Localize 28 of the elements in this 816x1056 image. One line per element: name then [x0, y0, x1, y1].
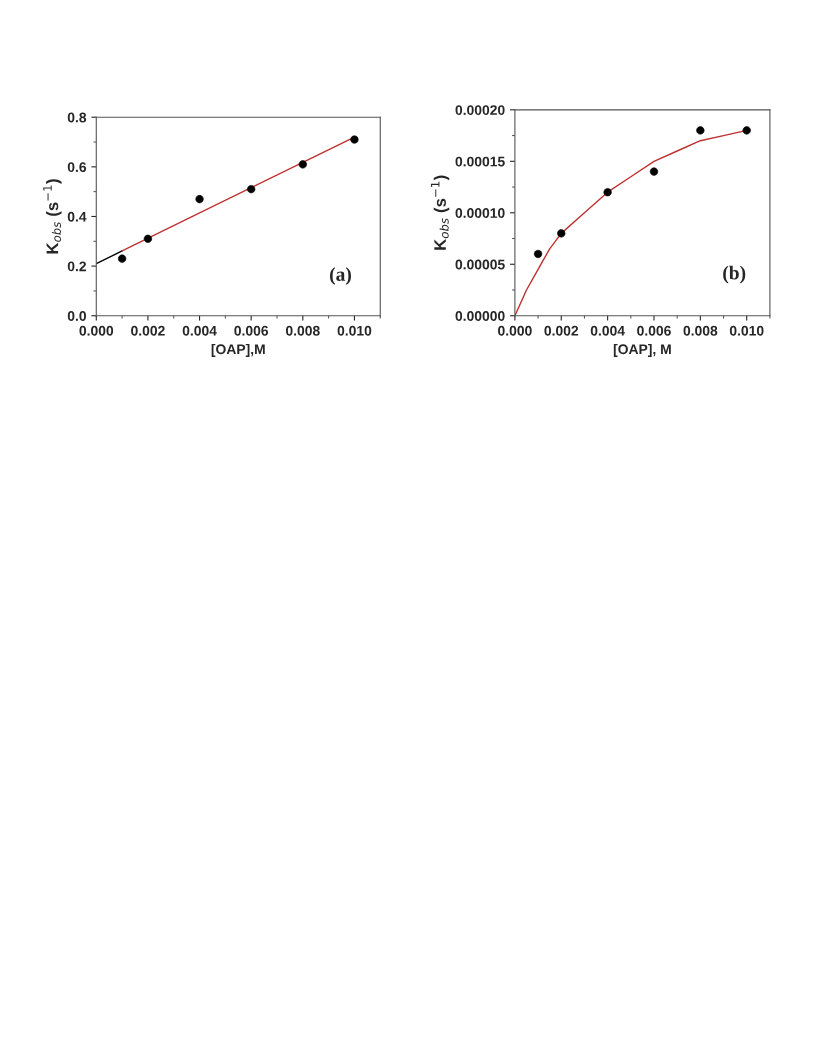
y-tick-label: 0.00015 [455, 156, 505, 167]
x-axis-title: [OAP], M [613, 343, 671, 357]
y-tick-label: 0.2 [67, 261, 87, 272]
y-tick-label: 0.4 [67, 211, 87, 222]
annotation: (a) [330, 267, 351, 285]
y-tick-label: 0.00020 [455, 105, 505, 115]
x-tick-label: 0.006 [637, 325, 671, 336]
y-tick-label: 0.6 [67, 162, 87, 173]
y-tick-label: 0.00005 [455, 259, 505, 270]
x-tick-label: 0.004 [590, 325, 625, 336]
x-tick-label: 0.008 [683, 325, 718, 336]
y-axis-title: K$_{obs}$ (s$^{−1}$) [430, 175, 450, 250]
annotation: (b) [723, 265, 746, 284]
x-tick-label: 0.010 [337, 325, 372, 336]
x-tick-label: 0.008 [285, 325, 320, 336]
y-tick-label: 0.00000 [455, 311, 505, 321]
x-tick-label: 0.000 [498, 325, 532, 336]
x-tick-label: 0.000 [79, 325, 114, 336]
x-tick-label: 0.006 [234, 325, 269, 336]
x-tick-label: 0.010 [729, 325, 764, 336]
y-axis-title: K$_{obs}$ (s$^{−1}$) [43, 179, 62, 254]
y-tick-label: 0.0 [67, 311, 86, 321]
y-tick-label: 0.00010 [455, 208, 505, 218]
y-tick-label: 0.8 [67, 112, 87, 123]
x-tick-label: 0.002 [544, 325, 579, 336]
x-tick-label: 0.002 [131, 325, 165, 336]
x-axis-title: [OAP],M [211, 343, 265, 357]
x-tick-label: 0.004 [182, 325, 217, 336]
